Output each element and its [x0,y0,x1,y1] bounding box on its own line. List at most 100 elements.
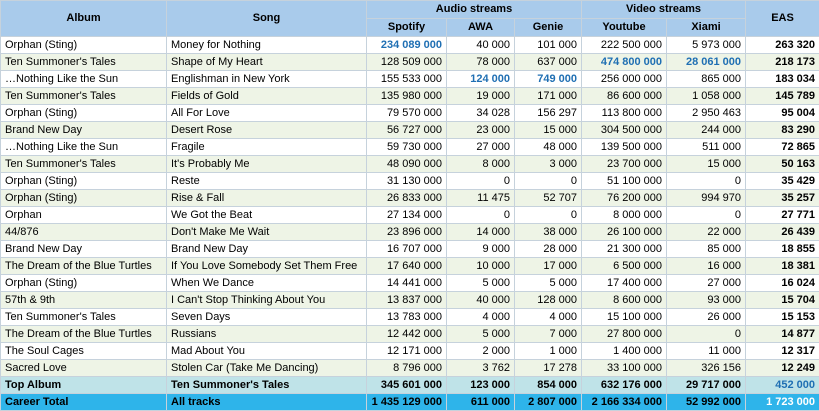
table-row: The Dream of the Blue Turtles If You Lov… [0,257,819,275]
eas-cell: 95 004 [745,104,819,122]
spotify-cell: 8 796 000 [366,359,447,377]
eas-cell: 452 000 [745,376,819,394]
xiami-cell: 16 000 [666,257,747,275]
youtube-cell: 21 300 000 [581,240,668,258]
xiami-cell: 865 000 [666,70,747,88]
youtube-cell: 8 600 000 [581,291,668,309]
spotify-cell: 128 509 000 [366,53,447,71]
spotify-cell: 16 707 000 [366,240,447,258]
album-cell: Orphan (Sting) [0,36,167,54]
xiami-cell: 93 000 [666,291,747,309]
awa-cell: 2 000 [446,342,515,360]
eas-cell: 83 290 [745,121,819,139]
youtube-cell: 33 100 000 [581,359,668,377]
spotify-cell: 26 833 000 [366,189,447,207]
awa-cell: 14 000 [446,223,515,241]
awa-cell: 5 000 [446,325,515,343]
spotify-cell: 23 896 000 [366,223,447,241]
song-header: Song [166,0,367,37]
song-cell: Reste [166,172,367,190]
eas-cell: 50 163 [745,155,819,173]
genie-cell: 749 000 [513,70,583,88]
awa-cell: 11 475 [446,189,515,207]
spotify-cell: 1 435 129 000 [366,393,447,411]
eas-cell: 263 320 [745,36,819,54]
spotify-cell: 48 090 000 [366,155,447,173]
xiami-cell: 994 970 [666,189,747,207]
career-total-row: Career Total All tracks 1 435 129 000 61… [0,393,819,411]
header-row-top: Album Song Audio streams Video streams E… [0,0,819,37]
song-cell: Money for Nothing [166,36,367,54]
eas-cell: 1 723 000 [745,393,819,411]
album-cell: Orphan (Sting) [0,172,167,190]
song-cell: Seven Days [166,308,367,326]
album-cell: …Nothing Like the Sun [0,138,167,156]
album-cell: Ten Summoner's Tales [0,53,167,71]
youtube-cell: 632 176 000 [581,376,668,394]
table-row: 57th & 9th I Can't Stop Thinking About Y… [0,291,819,309]
table-row: Sacred Love Stolen Car (Take Me Dancing)… [0,359,819,377]
song-cell: Russians [166,325,367,343]
youtube-cell: 17 400 000 [581,274,668,292]
table-row: Orphan (Sting) When We Dance 14 441 000 … [0,274,819,292]
song-cell: It's Probably Me [166,155,367,173]
song-cell: Stolen Car (Take Me Dancing) [166,359,367,377]
eas-cell: 183 034 [745,70,819,88]
genie-cell: 156 297 [513,104,583,122]
song-cell: Desert Rose [166,121,367,139]
table-row: Orphan (Sting) All For Love 79 570 000 3… [0,104,819,122]
youtube-cell: 86 600 000 [581,87,668,105]
album-cell: Ten Summoner's Tales [0,87,167,105]
xiami-cell: 0 [666,206,747,224]
genie-cell: 17 278 [513,359,583,377]
awa-cell: 124 000 [446,70,515,88]
eas-cell: 35 257 [745,189,819,207]
genie-cell: 7 000 [513,325,583,343]
album-cell: 57th & 9th [0,291,167,309]
awa-cell: 611 000 [446,393,515,411]
xiami-header: Xiami [666,18,747,37]
genie-cell: 171 000 [513,87,583,105]
audio-streams-header: Audio streams [365,0,583,19]
album-cell: 44/876 [0,223,167,241]
album-cell: Brand New Day [0,121,167,139]
album-header: Album [0,0,167,37]
youtube-header: Youtube [581,18,668,37]
awa-cell: 0 [446,206,515,224]
genie-cell: 854 000 [513,376,583,394]
youtube-cell: 15 100 000 [581,308,668,326]
eas-cell: 15 153 [745,308,819,326]
spotify-cell: 135 980 000 [366,87,447,105]
song-cell: Brand New Day [166,240,367,258]
genie-cell: 48 000 [513,138,583,156]
table-row: Ten Summoner's Tales Shape of My Heart 1… [0,53,819,71]
xiami-cell: 511 000 [666,138,747,156]
table-row: Brand New Day Desert Rose 56 727 000 23 … [0,121,819,139]
song-cell: We Got the Beat [166,206,367,224]
awa-cell: 5 000 [446,274,515,292]
genie-cell: 0 [513,206,583,224]
youtube-cell: 222 500 000 [581,36,668,54]
youtube-cell: 2 166 334 000 [581,393,668,411]
genie-cell: 52 707 [513,189,583,207]
genie-cell: 38 000 [513,223,583,241]
awa-cell: 4 000 [446,308,515,326]
table-row: Orphan We Got the Beat 27 134 000 0 0 8 … [0,206,819,224]
top-album-label: Top Album [0,376,167,394]
eas-cell: 18 855 [745,240,819,258]
xiami-cell: 2 950 463 [666,104,747,122]
youtube-cell: 6 500 000 [581,257,668,275]
album-cell: Orphan [0,206,167,224]
xiami-cell: 15 000 [666,155,747,173]
spotify-cell: 12 171 000 [366,342,447,360]
table-row: Orphan (Sting) Reste 31 130 000 0 0 51 1… [0,172,819,190]
xiami-cell: 26 000 [666,308,747,326]
album-cell: Orphan (Sting) [0,104,167,122]
spotify-cell: 13 783 000 [366,308,447,326]
xiami-cell: 85 000 [666,240,747,258]
song-cell: If You Love Somebody Set Them Free [166,257,367,275]
spotify-cell: 56 727 000 [366,121,447,139]
album-cell: Orphan (Sting) [0,274,167,292]
eas-cell: 16 024 [745,274,819,292]
awa-cell: 123 000 [446,376,515,394]
